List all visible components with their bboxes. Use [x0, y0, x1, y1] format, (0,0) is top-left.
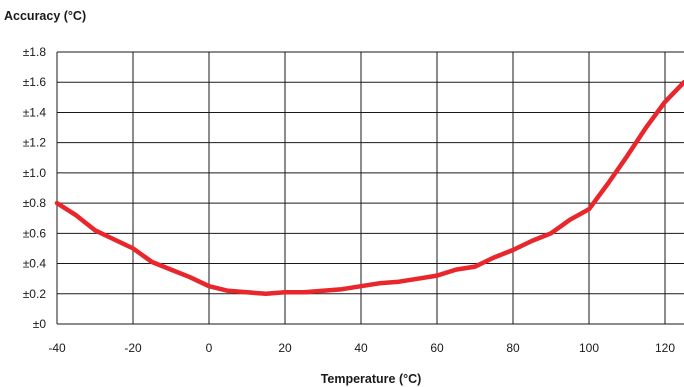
y-tick-label: ±0.4	[23, 257, 47, 271]
x-tick-label: 40	[354, 341, 368, 355]
series-layer	[54, 79, 684, 297]
y-tick-labels: ±0 ±0.2 ±0.4 ±0.6 ±0.8 ±1.0 ±1.2 ±1.4 ±1.6 ±1.8	[23, 45, 47, 331]
x-tick-label: -40	[48, 341, 66, 355]
x-tick-label: 60	[430, 341, 444, 355]
x-tick-label: 0	[206, 341, 213, 355]
y-tick-label: ±1.8	[23, 45, 47, 59]
y-tick-label: ±1.6	[23, 75, 47, 89]
y-tick-label: ±1.0	[23, 166, 47, 180]
y-tick-label: ±0	[33, 317, 47, 331]
x-axis-title: Temperature (°C)	[321, 372, 422, 386]
y-tick-label: ±1.4	[23, 105, 47, 119]
grid	[56, 51, 684, 325]
y-tick-label: ±0.6	[23, 226, 47, 240]
y-tick-label: ±0.8	[23, 196, 47, 210]
x-tick-label: 120	[655, 341, 675, 355]
x-tick-label: 20	[278, 341, 292, 355]
x-tick-label: 80	[506, 341, 520, 355]
accuracy-line	[54, 79, 684, 297]
y-tick-label: ±0.2	[23, 287, 47, 301]
y-axis-title: Accuracy (°C)	[4, 9, 86, 23]
x-tick-label: 100	[579, 341, 599, 355]
x-tick-labels: -40 -20 0 20 40 60 80 100 120	[48, 341, 675, 355]
x-tick-label: -20	[124, 341, 142, 355]
y-tick-label: ±1.2	[23, 136, 47, 150]
